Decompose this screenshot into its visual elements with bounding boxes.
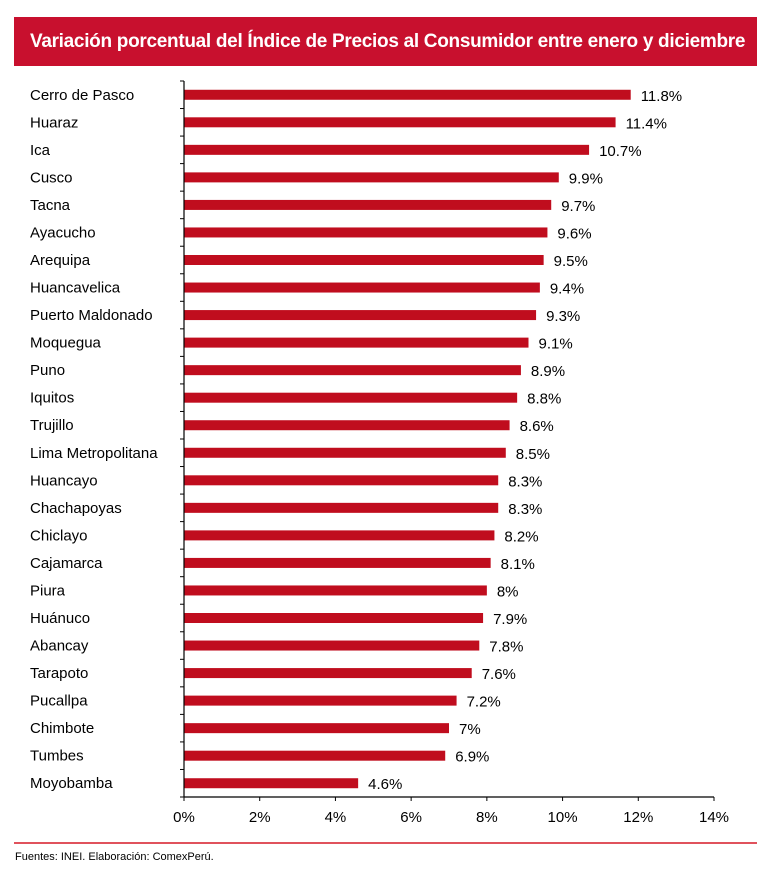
bar	[184, 172, 559, 183]
data-label: 7%	[459, 721, 481, 738]
bar	[184, 668, 472, 679]
bar	[184, 117, 616, 128]
data-label: 9.4%	[550, 281, 584, 298]
data-label: 11.8%	[641, 88, 682, 105]
category-label: Huánuco	[30, 610, 90, 627]
data-label: 10.7%	[599, 143, 642, 160]
data-label: 4.6%	[368, 776, 402, 793]
category-label: Huancayo	[30, 472, 98, 489]
data-label: 8.1%	[501, 556, 535, 573]
x-tick-label: 6%	[400, 809, 422, 826]
data-label: 8.5%	[516, 446, 550, 463]
bar	[184, 447, 506, 458]
bar	[184, 695, 457, 706]
bar	[184, 640, 480, 651]
bar	[184, 613, 484, 623]
bar	[184, 255, 544, 265]
data-label: 9.6%	[557, 225, 591, 242]
x-tick-label: 8%	[476, 809, 498, 826]
data-label: 7.6%	[482, 666, 516, 683]
x-tick-label: 2%	[249, 809, 271, 826]
bar	[184, 144, 590, 155]
category-label: Cerro de Pasco	[30, 87, 134, 104]
bar	[184, 392, 518, 403]
category-label: Abancay	[30, 638, 89, 655]
data-label: 9.7%	[561, 198, 595, 215]
data-label: 6.9%	[455, 749, 489, 766]
category-label: Lima Metropolitana	[30, 445, 158, 462]
data-label: 11.4%	[626, 115, 667, 132]
category-label: Cusco	[30, 169, 73, 186]
data-label: 7.2%	[467, 694, 501, 711]
bar	[184, 310, 537, 321]
bar	[184, 723, 449, 734]
category-label: Tarapoto	[30, 665, 88, 682]
x-tick-label: 10%	[548, 809, 578, 826]
data-label: 8%	[497, 583, 519, 600]
data-label: 7.8%	[489, 639, 523, 656]
category-label: Trujillo	[30, 417, 74, 434]
category-label: Arequipa	[30, 252, 91, 269]
data-label: 8.9%	[531, 363, 565, 380]
bar	[184, 585, 487, 596]
data-label: 8.3%	[508, 501, 542, 518]
x-tick-label: 12%	[623, 809, 653, 826]
category-label: Ica	[30, 142, 51, 159]
category-label: Pucallpa	[30, 693, 88, 710]
category-label: Piura	[30, 582, 66, 599]
data-label: 9.5%	[554, 253, 588, 270]
chart-title: Variación porcentual del Índice de Preci…	[14, 17, 757, 66]
bar	[184, 365, 521, 376]
category-label: Iquitos	[30, 390, 74, 407]
bar	[184, 530, 495, 541]
category-label: Cajamarca	[30, 555, 103, 572]
source-note: Fuentes: INEI. Elaboración: ComexPerú.	[15, 851, 214, 863]
data-label: 8.3%	[508, 473, 542, 490]
category-label: Moquegua	[30, 335, 102, 352]
bar	[184, 778, 359, 789]
category-label: Ayacucho	[30, 224, 96, 241]
bar	[184, 282, 540, 293]
data-label: 7.9%	[493, 611, 527, 628]
category-label: Puno	[30, 362, 65, 379]
category-label: Chiclayo	[30, 527, 88, 544]
category-label: Huaraz	[30, 114, 78, 131]
data-label: 8.8%	[527, 391, 561, 408]
category-label: Tumbes	[30, 748, 84, 765]
footer-divider	[14, 842, 757, 844]
data-label: 9.3%	[546, 308, 580, 325]
category-label: Chachapoyas	[30, 500, 122, 517]
bar	[184, 475, 499, 486]
data-label: 9.9%	[569, 170, 603, 187]
data-label: 8.6%	[520, 418, 554, 435]
x-tick-label: 4%	[325, 809, 347, 826]
category-label: Puerto Maldonado	[30, 307, 153, 324]
data-label: 9.1%	[539, 336, 573, 353]
bar	[184, 199, 552, 210]
category-label: Huancavelica	[30, 280, 121, 297]
category-label: Moyobamba	[30, 775, 113, 792]
bar	[184, 502, 499, 513]
x-tick-label: 0%	[173, 809, 195, 826]
data-label: 8.2%	[504, 528, 538, 545]
bar	[184, 337, 529, 348]
bar	[184, 420, 510, 431]
category-label: Chimbote	[30, 720, 94, 737]
category-label: Tacna	[30, 197, 71, 214]
x-tick-label: 14%	[699, 809, 729, 826]
bar	[184, 750, 446, 761]
bar	[184, 89, 631, 100]
bar	[184, 227, 548, 238]
bar	[184, 557, 491, 568]
